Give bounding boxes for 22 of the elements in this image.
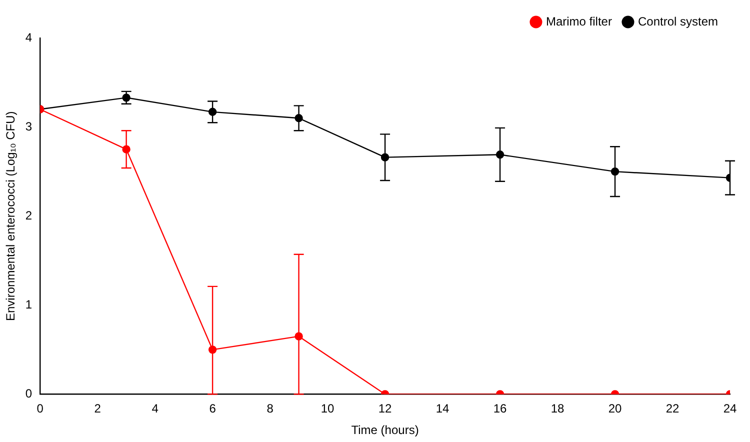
x-tick-label: 12: [378, 402, 392, 416]
x-tick-label: 14: [436, 402, 450, 416]
x-tick-label: 6: [209, 402, 216, 416]
x-tick-label: 16: [493, 402, 508, 416]
y-tick-label: 0: [25, 386, 32, 401]
legend-label: Control system: [638, 14, 718, 28]
y-tick-label: 3: [25, 119, 32, 134]
y-tick-label: 1: [25, 297, 32, 312]
legend-label: Marimo filter: [546, 14, 612, 28]
x-axis-title: Time (hours): [351, 423, 419, 438]
x-tick-label: 22: [666, 402, 680, 416]
y-tick-label: 2: [25, 208, 32, 222]
x-tick-label: 4: [152, 402, 159, 416]
x-tick-label: 20: [608, 402, 622, 416]
y-tick-label: 4: [25, 30, 32, 44]
x-tick-label: 24: [723, 402, 737, 416]
x-tick-label: 2: [94, 402, 102, 416]
y-axis-title: Environmental enterococci (Log₁₀ CFU): [4, 111, 18, 321]
x-tick-label: 8: [266, 402, 274, 416]
x-tick-label: 0: [36, 402, 44, 416]
x-tick-label: 18: [550, 402, 565, 416]
x-tick-label: 10: [320, 402, 335, 416]
